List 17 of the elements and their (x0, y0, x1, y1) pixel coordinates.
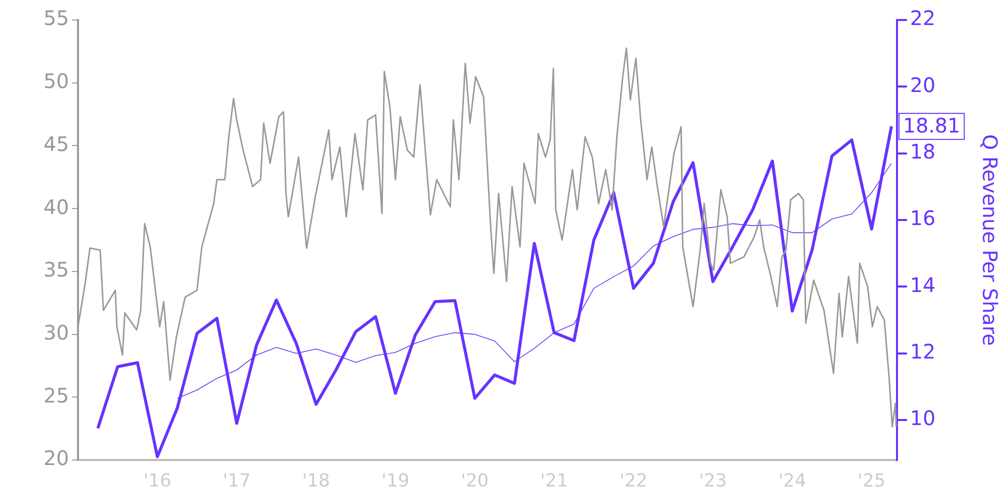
y-tick-label: 40 (44, 194, 69, 219)
y2-axis-title: Q Revenue Per Share (978, 134, 1000, 346)
y-tick-label: 50 (44, 69, 69, 94)
y2-tick-label: 18 (910, 140, 936, 164)
text: 18.81 (903, 114, 960, 138)
y-tick-label: 35 (44, 258, 69, 282)
y-tick-label: 55 (44, 6, 69, 30)
y-tick-label: 25 (44, 383, 69, 408)
y2-tick-label: 10 (910, 406, 936, 430)
y2-tick-label: 16 (910, 206, 936, 230)
y-tick-label: 30 (44, 320, 69, 344)
y-tick-label: 45 (44, 132, 69, 156)
y-tick-label: 20 (44, 446, 69, 470)
y2-tick-label: 20 (910, 72, 936, 97)
y2-tick-label: 22 (910, 6, 936, 30)
y2-tick-label: 14 (910, 272, 936, 297)
y2-tick-label: 12 (910, 340, 936, 364)
